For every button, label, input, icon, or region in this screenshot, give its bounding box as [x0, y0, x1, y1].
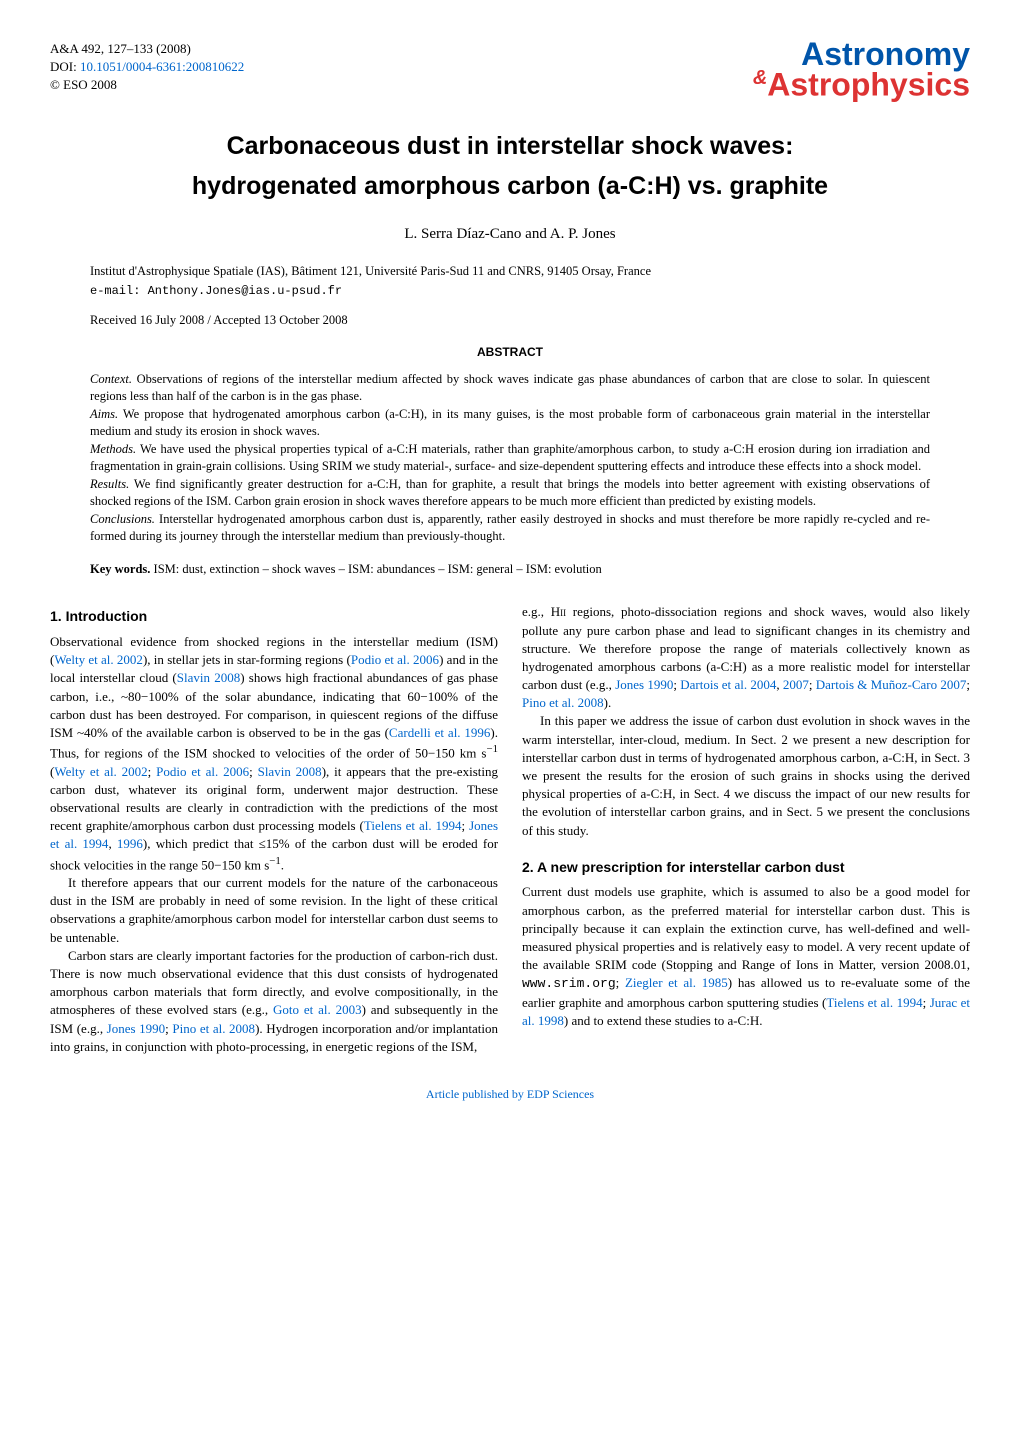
doi-link[interactable]: 10.1051/0004-6361:200810622	[80, 59, 244, 74]
email-label: e-mail:	[90, 284, 148, 298]
left-column: 1. Introduction Observational evidence f…	[50, 603, 498, 1056]
journal-info-block: A&A 492, 127–133 (2008) DOI: 10.1051/000…	[50, 40, 244, 95]
logo-astrophysics-text: &Astrophysics	[753, 69, 970, 99]
email-line: e-mail: Anthony.Jones@ias.u-psud.fr	[90, 283, 970, 300]
body-paragraph: Observational evidence from shocked regi…	[50, 633, 498, 874]
abstract-results-text: We find significantly greater destructio…	[90, 477, 930, 509]
abstract-aims-label: Aims.	[90, 407, 118, 421]
abstract-context: Context. Observations of regions of the …	[90, 371, 930, 406]
keywords-label: Key words.	[90, 562, 150, 576]
citation-link[interactable]: Goto et al. 2003	[273, 1002, 362, 1017]
citation-link[interactable]: Tielens et al. 1994	[826, 995, 922, 1010]
citation-link[interactable]: Slavin 2008	[258, 764, 322, 779]
received-accepted-dates: Received 16 July 2008 / Accepted 13 Octo…	[90, 312, 970, 330]
logo-astronomy-text: Astronomy	[753, 40, 970, 69]
citation-link[interactable]: Ziegler et al. 1985	[625, 975, 728, 990]
citation-link[interactable]: Welty et al. 2002	[54, 652, 143, 667]
abstract-results: Results. We find significantly greater d…	[90, 476, 930, 511]
page-header: A&A 492, 127–133 (2008) DOI: 10.1051/000…	[50, 40, 970, 99]
citation-link[interactable]: Dartois & Muñoz-Caro 2007	[816, 677, 967, 692]
abstract-methods-text: We have used the physical properties typ…	[90, 442, 930, 474]
citation-link[interactable]: Pino et al. 2008	[172, 1021, 255, 1036]
email-address: Anthony.Jones@ias.u-psud.fr	[148, 284, 342, 298]
doi-label: DOI:	[50, 59, 80, 74]
citation-link[interactable]: Dartois et al. 2004	[680, 677, 776, 692]
journal-logo: Astronomy &Astrophysics	[753, 40, 970, 99]
abstract-heading: ABSTRACT	[50, 344, 970, 361]
abstract-conclusions-text: Interstellar hydrogenated amorphous carb…	[90, 512, 930, 544]
citation-link[interactable]: Cardelli et al. 1996	[389, 725, 491, 740]
authors: L. Serra Díaz-Cano and A. P. Jones	[50, 224, 970, 245]
url-text: www.srim.org	[522, 976, 616, 991]
copyright-line: © ESO 2008	[50, 76, 244, 94]
doi-line: DOI: 10.1051/0004-6361:200810622	[50, 58, 244, 76]
section-2-heading: 2. A new prescription for interstellar c…	[522, 858, 970, 878]
abstract-methods-label: Methods.	[90, 442, 136, 456]
paper-title-line1: Carbonaceous dust in interstellar shock …	[50, 129, 970, 164]
abstract-methods: Methods. We have used the physical prope…	[90, 441, 930, 476]
citation-link[interactable]: 1996	[117, 836, 143, 851]
abstract-aims-text: We propose that hydrogenated amorphous c…	[90, 407, 930, 439]
citation-link[interactable]: Jones 1990	[107, 1021, 166, 1036]
abstract-body: Context. Observations of regions of the …	[90, 371, 930, 546]
abstract-results-label: Results.	[90, 477, 129, 491]
body-paragraph: In this paper we address the issue of ca…	[522, 712, 970, 839]
journal-reference: A&A 492, 127–133 (2008)	[50, 40, 244, 58]
body-paragraph: e.g., Hii regions, photo-dissociation re…	[522, 603, 970, 712]
affiliation: Institut d'Astrophysique Spatiale (IAS),…	[90, 263, 970, 281]
citation-link[interactable]: Jones 1990	[615, 677, 673, 692]
keywords-line: Key words. ISM: dust, extinction – shock…	[90, 561, 930, 579]
citation-link[interactable]: Welty et al. 2002	[54, 764, 147, 779]
body-paragraph: Carbon stars are clearly important facto…	[50, 947, 498, 1056]
two-column-body: 1. Introduction Observational evidence f…	[50, 603, 970, 1056]
citation-link[interactable]: Podio et al. 2006	[351, 652, 439, 667]
section-1-heading: 1. Introduction	[50, 607, 498, 627]
citation-link[interactable]: Pino et al. 2008	[522, 695, 604, 710]
abstract-aims: Aims. We propose that hydrogenated amorp…	[90, 406, 930, 441]
abstract-conclusions-label: Conclusions.	[90, 512, 155, 526]
citation-link[interactable]: Podio et al. 2006	[156, 764, 249, 779]
logo-astrophysics-word: Astrophysics	[767, 66, 970, 102]
citation-link[interactable]: Tielens et al. 1994	[364, 818, 462, 833]
body-paragraph: It therefore appears that our current mo…	[50, 874, 498, 947]
citation-link[interactable]: Slavin 2008	[177, 670, 240, 685]
abstract-context-text: Observations of regions of the interstel…	[90, 372, 930, 404]
right-column: e.g., Hii regions, photo-dissociation re…	[522, 603, 970, 1056]
citation-link[interactable]: 2007	[783, 677, 809, 692]
abstract-context-label: Context.	[90, 372, 132, 386]
logo-ampersand: &	[753, 67, 767, 89]
paper-title-line2: hydrogenated amorphous carbon (a-C:H) vs…	[50, 169, 970, 204]
abstract-conclusions: Conclusions. Interstellar hydrogenated a…	[90, 511, 930, 546]
keywords-text: ISM: dust, extinction – shock waves – IS…	[150, 562, 601, 576]
body-paragraph: Current dust models use graphite, which …	[522, 883, 970, 1030]
footer-link[interactable]: Article published by EDP Sciences	[50, 1086, 970, 1103]
